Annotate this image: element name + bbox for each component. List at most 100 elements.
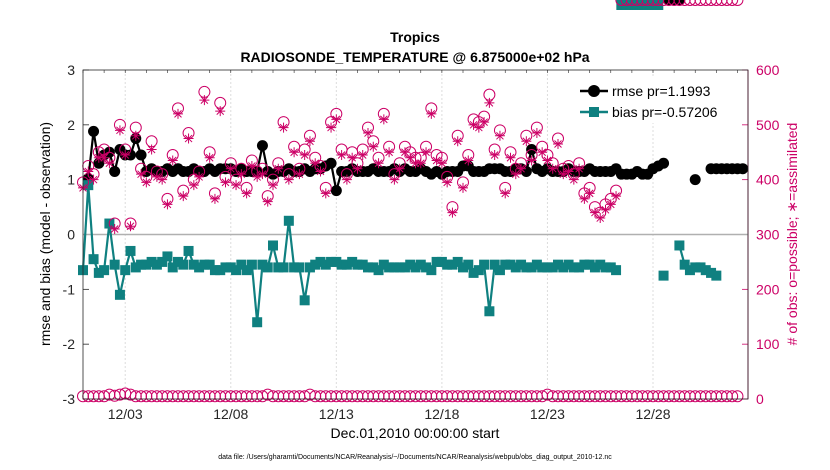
bias-point [458,262,468,273]
bias-point [93,267,104,278]
bias-point [584,259,595,270]
obs-assimilated-point [326,122,337,133]
obs-possible-point [705,0,718,6]
bias-point [542,262,553,273]
bias-point [194,262,205,273]
obs-assimilated-point [167,155,178,166]
obs-assimilated-point [378,114,389,125]
x-tick-label: 12/23 [530,406,565,422]
obs-assimilated-point [109,224,120,235]
obs-assimilated-point [410,158,421,169]
bias-point [695,262,706,273]
bias-point [347,256,358,267]
obs-assimilated-point [558,169,569,180]
obs-assimilated-point [384,147,395,158]
y-right-tick-label: 0 [756,391,764,407]
obs-assimilated-point [436,158,447,169]
obs-assimilated-point [373,158,384,169]
bias-point [589,262,600,273]
obs-assimilated-point [494,130,505,141]
obs-assimilated-point [452,136,463,147]
bias-point [494,265,505,276]
x-axis: 12/03 12/08 12/13 12/18 12/23 12/28 [82,70,738,422]
bias-point [436,256,447,267]
bias-point [473,265,484,276]
obs-assimilated-point [194,171,205,182]
obs-assimilated-point [473,122,484,133]
obs-assimilated-point [547,163,558,174]
bias-point [373,265,384,276]
y-axis-left: -3 -2 -1 0 1 2 3 [63,62,89,407]
obs-assimilated-point [99,152,110,163]
obs-possible-point [636,0,649,6]
obs-assimilated-point [320,188,331,199]
bias-point [99,265,110,276]
bias-point [468,267,479,278]
bias-point [378,259,389,270]
obs-possible-point [662,0,675,6]
obs-assimilated-point [394,163,405,174]
obs-assimilated-point [331,114,342,125]
obs-possible-point [678,0,691,6]
bias-point [690,262,701,273]
legend-bias-marker [589,107,599,117]
y-left-tick-label: -3 [63,391,76,407]
bias-point [558,262,569,273]
obs-possible-point [652,0,665,6]
obs-assimilated-point [299,149,310,160]
legend-rmse-marker [588,85,600,97]
bias-point [262,262,273,273]
bias-point [442,259,453,270]
x-tick-label: 12/13 [319,406,354,422]
obs-assimilated-point [521,136,532,147]
obs-assimilated-point [595,213,606,224]
bias-point [389,262,400,273]
bias-point [151,259,162,270]
bias-point [500,259,511,270]
rmse-point [109,165,121,177]
x-axis-label: Dec.01,2010 00:00:00 start [331,425,500,441]
bias-point [336,259,347,270]
bias-point [231,265,242,276]
legend: rmse pr=1.1993 bias pr=-0.57206 [573,77,743,123]
obs-possible-point [710,0,723,6]
rmse-point [330,185,342,197]
y-left-tick-label: 3 [67,62,75,78]
obs-assimilated-point [268,180,278,191]
obs-assimilated-point [183,133,194,144]
obs-assimilated-point [352,163,363,174]
obs-possible-point [726,0,739,6]
obs-possible-point [715,0,728,6]
bias-point [415,259,426,270]
legend-box [573,77,743,123]
obs-assimilated-point [178,191,189,202]
obs-assimilated-point [415,158,426,169]
bias-point [331,256,342,267]
obs-assimilated-point [405,152,416,163]
series-square [78,0,722,328]
obs-assimilated-point [516,163,527,174]
obs-assimilated-point [600,204,611,215]
bias-point [605,262,616,273]
obs-assimilated-point [120,149,131,160]
x-tick-label: 12/28 [635,406,670,422]
bias-point [521,262,532,273]
bias-point [204,259,215,270]
obs-assimilated-point [125,221,136,232]
y-right-tick-label: 300 [756,227,780,243]
obs-assimilated-point [83,166,94,177]
obs-assimilated-point [531,128,542,139]
obs-assimilated-point [141,177,152,188]
obs-assimilated-point [252,171,263,182]
obs-assimilated-point [553,139,563,150]
bias-point [658,270,669,281]
bias-point [209,265,220,276]
obs-possible-point [657,0,670,6]
bias-point [273,262,284,273]
bias-point [125,245,136,256]
bias-point [225,262,236,273]
rmse-point [325,157,337,169]
bias-point [489,259,500,270]
legend-rmse-label: rmse pr=1.1993 [612,83,711,99]
bias-point [600,262,611,273]
